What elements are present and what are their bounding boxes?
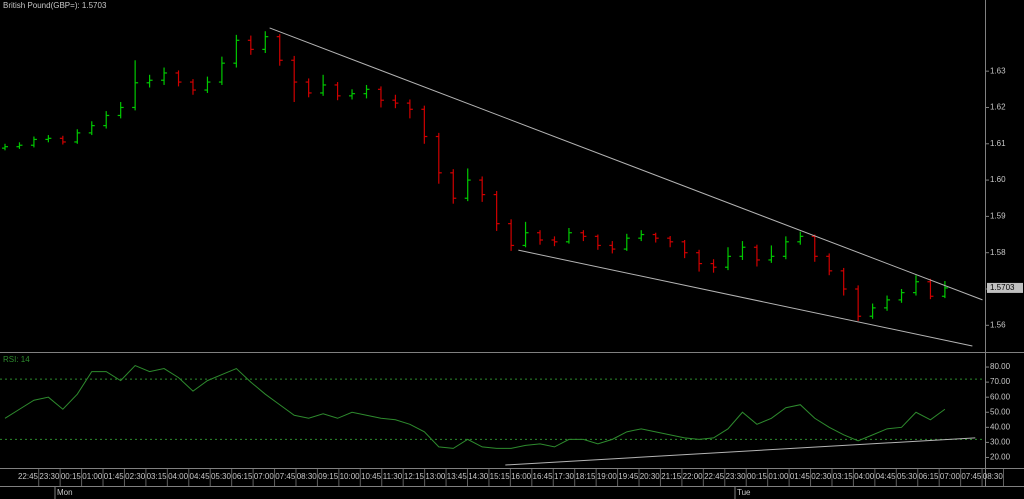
y-tick-label: 1.59	[990, 211, 1006, 220]
time-label: 01:45	[104, 472, 125, 481]
day-label: Mon	[57, 488, 73, 497]
time-label: 12:15	[404, 472, 425, 481]
time-label: 00:15	[61, 472, 82, 481]
time-label: 22:00	[683, 472, 704, 481]
time-label: 00:15	[747, 472, 768, 481]
time-label: 16:00	[511, 472, 532, 481]
y-tick-label: 80.00	[990, 362, 1011, 371]
time-label: 22:45	[18, 472, 39, 481]
trendline	[518, 249, 973, 347]
time-label: 01:45	[790, 472, 811, 481]
time-label: 22:45	[704, 472, 725, 481]
time-label: 15:15	[490, 472, 511, 481]
day-label: Tue	[737, 488, 751, 497]
trendline	[505, 437, 976, 466]
rsi-line	[4, 364, 946, 449]
y-tick-label: 50.00	[990, 407, 1011, 416]
time-label: 05:30	[211, 472, 232, 481]
time-label: 04:45	[190, 472, 211, 481]
time-label: 23:30	[726, 472, 747, 481]
trendline	[269, 27, 983, 301]
time-label: 02:30	[125, 472, 146, 481]
time-label: 13:45	[447, 472, 468, 481]
rsi-title: RSI: 14	[3, 355, 30, 364]
y-tick-label: 40.00	[990, 422, 1011, 431]
time-label: 20:30	[640, 472, 661, 481]
time-label: 21:15	[661, 472, 682, 481]
y-tick-label: 1.62	[990, 103, 1006, 112]
y-tick-label: 1.56	[990, 320, 1006, 329]
time-label: 08:30	[297, 472, 318, 481]
y-tick-label: 1.63	[990, 66, 1006, 75]
time-label: 08:30	[983, 472, 1004, 481]
time-label: 04:00	[168, 472, 189, 481]
time-label: 01:00	[768, 472, 789, 481]
time-label: 10:45	[361, 472, 382, 481]
time-label: 02:30	[811, 472, 832, 481]
time-label: 07:00	[940, 472, 961, 481]
time-label: 05:30	[897, 472, 918, 481]
time-label: 13:00	[425, 472, 446, 481]
y-tick-label: 1.61	[990, 139, 1006, 148]
time-label: 01:00	[82, 472, 103, 481]
y-tick-label: 60.00	[990, 392, 1011, 401]
time-label: 18:15	[575, 472, 596, 481]
time-label: 09:15	[318, 472, 339, 481]
time-label: 16:45	[533, 472, 554, 481]
time-label: 10:00	[340, 472, 361, 481]
last-price-box	[987, 282, 1023, 293]
last-price-label: 1.5703	[990, 283, 1015, 292]
y-tick-label: 1.58	[990, 248, 1006, 257]
time-label: 07:00	[254, 472, 275, 481]
time-label: 19:00	[597, 472, 618, 481]
time-label: 23:30	[39, 472, 60, 481]
time-label: 06:15	[232, 472, 253, 481]
time-label: 14:30	[468, 472, 489, 481]
time-label: 04:45	[876, 472, 897, 481]
y-tick-label: 30.00	[990, 437, 1011, 446]
chart-title: British Pound(GBP=): 1.5703	[3, 1, 107, 10]
time-label: 19:45	[618, 472, 639, 481]
time-label: 07:45	[961, 472, 982, 481]
time-label: 06:15	[918, 472, 939, 481]
time-label: 17:30	[554, 472, 575, 481]
time-label: 11:30	[383, 472, 403, 481]
y-tick-label: 1.60	[990, 175, 1006, 184]
y-tick-label: 20.00	[990, 453, 1011, 462]
time-label: 03:15	[833, 472, 854, 481]
time-label: 07:45	[275, 472, 296, 481]
time-label: 03:15	[147, 472, 168, 481]
time-label: 04:00	[854, 472, 875, 481]
y-tick-label: 70.00	[990, 377, 1011, 386]
